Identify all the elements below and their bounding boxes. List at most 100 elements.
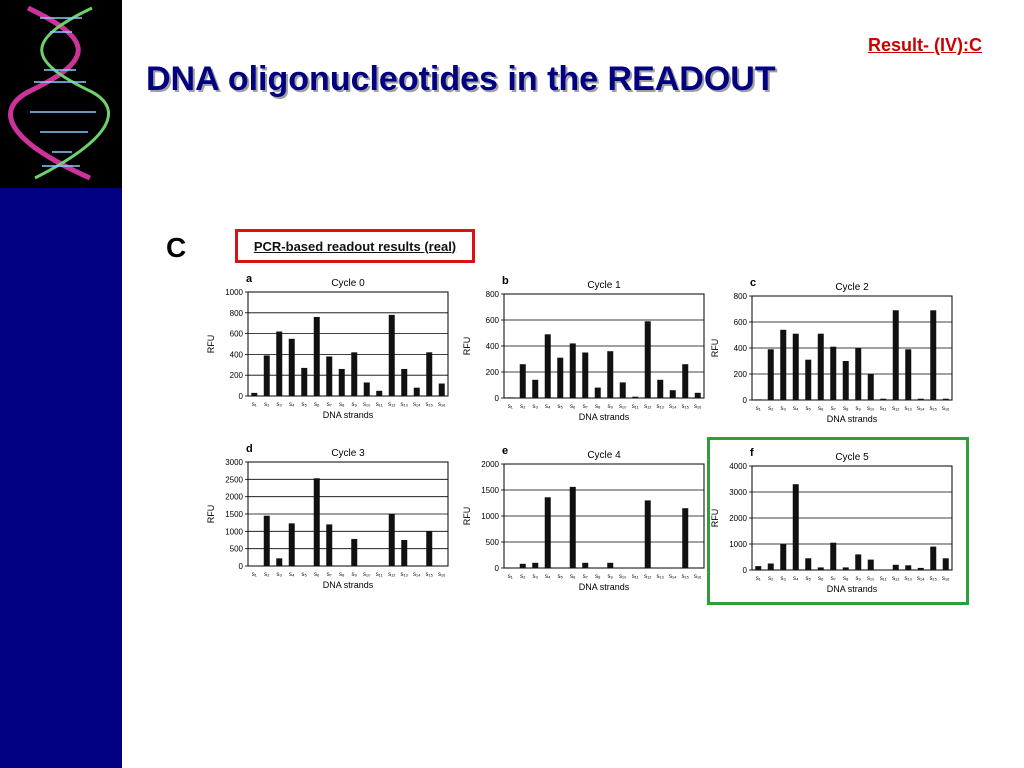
bar	[413, 387, 420, 396]
x-tick-label: s₅	[558, 574, 564, 580]
x-tick-label: s₆	[314, 402, 320, 408]
x-tick-label: s₃	[781, 406, 787, 412]
bar	[569, 486, 576, 568]
bar	[930, 546, 937, 570]
bar	[569, 343, 576, 398]
bar	[326, 524, 333, 566]
panel-letter: C	[166, 232, 187, 263]
chart-f: f Cycle 5 0 1000 2000 3000 4000 s₁ s₂ s₃ s₄ s₅ s₆ s₇ s…	[710, 447, 953, 594]
bar	[426, 352, 433, 396]
x-tick-label: s₆	[818, 406, 824, 412]
x-tick-label: s₁₆	[942, 406, 950, 412]
x-axis-label: DNA strands	[323, 580, 374, 590]
y-axis-label: RFU	[206, 335, 216, 354]
x-tick-label: s₁₄	[917, 406, 925, 412]
bar	[594, 567, 601, 568]
bar	[805, 558, 812, 570]
y-axis-label: RFU	[462, 337, 472, 356]
y-axis-label: RFU	[206, 505, 216, 524]
chart-title: Cycle 3	[331, 448, 365, 459]
bar	[438, 383, 445, 396]
x-tick-label: s₁₆	[438, 572, 446, 578]
bar	[426, 531, 433, 566]
x-axis-label: DNA strands	[579, 412, 630, 422]
x-tick-label: s₉	[608, 404, 614, 410]
x-tick-label: s₁₅	[930, 576, 938, 582]
bar	[557, 567, 564, 568]
slide-tag: Result- (IV):C	[868, 35, 982, 55]
panel-label: c	[750, 277, 756, 289]
bar	[644, 500, 651, 568]
x-tick-label: s₁₂	[892, 406, 900, 412]
x-tick-label: s₉	[608, 574, 614, 580]
readout-title-box: PCR-based readout results (real)	[235, 229, 475, 263]
x-tick-label: s₁₃	[657, 574, 665, 580]
bar	[276, 331, 283, 396]
plot-frame	[247, 291, 449, 397]
y-tick-label: 1000	[481, 512, 499, 521]
bar	[867, 374, 874, 400]
plot-frame	[751, 465, 953, 571]
bar	[326, 356, 333, 396]
x-axis-label: DNA strands	[323, 410, 374, 420]
panel-label: b	[502, 275, 509, 287]
x-tick-label: s₂	[264, 572, 270, 578]
x-tick-label: s₁₂	[388, 402, 396, 408]
bar	[351, 352, 358, 396]
bar	[619, 567, 626, 568]
bar	[917, 567, 924, 570]
bar	[767, 563, 774, 570]
bar	[401, 540, 408, 566]
bar	[867, 559, 874, 570]
bar	[905, 565, 912, 570]
y-tick-label: 200	[230, 371, 244, 380]
panel-label: e	[502, 445, 508, 457]
x-tick-label: s₈	[843, 406, 849, 412]
cycle5-highlight-box	[707, 437, 969, 605]
x-tick-label: s₅	[302, 402, 308, 408]
x-tick-label: s₁₄	[413, 572, 421, 578]
panel-label: f	[750, 447, 754, 459]
bar	[532, 379, 539, 398]
chart-title: Cycle 1	[587, 280, 621, 291]
x-tick-label: s₁	[508, 404, 513, 410]
y-tick-label: 800	[486, 290, 500, 299]
plot-frame	[751, 295, 953, 401]
x-tick-label: s₁₂	[644, 574, 652, 580]
x-tick-label: s₁₄	[917, 576, 925, 582]
y-tick-label: 200	[734, 370, 748, 379]
x-tick-label: s₁₀	[363, 402, 371, 408]
y-tick-label: 0	[495, 564, 500, 573]
y-axis-label: RFU	[710, 509, 720, 528]
x-tick-label: s₄	[545, 574, 551, 580]
y-tick-label: 400	[486, 342, 500, 351]
x-axis-label: DNA strands	[827, 584, 878, 594]
plot-frame	[503, 463, 705, 569]
x-axis-label: DNA strands	[579, 582, 630, 592]
bar	[313, 316, 320, 396]
x-tick-label: s₁₂	[388, 572, 396, 578]
bar	[830, 346, 837, 400]
x-tick-label: s₁₀	[867, 406, 875, 412]
x-tick-label: s₁₅	[426, 402, 434, 408]
x-tick-label: s₈	[339, 402, 345, 408]
x-tick-label: s₁₄	[669, 574, 677, 580]
bar	[582, 352, 589, 398]
x-tick-label: s₇	[327, 572, 332, 578]
x-tick-label: s₁₃	[401, 572, 409, 578]
bar	[682, 508, 689, 568]
bar	[301, 367, 308, 396]
bar	[607, 562, 614, 568]
x-tick-label: s₃	[781, 576, 787, 582]
x-tick-label: s₄	[289, 402, 295, 408]
x-tick-label: s₁₀	[363, 572, 371, 578]
bar	[930, 310, 937, 400]
x-tick-label: s₁	[756, 406, 761, 412]
x-tick-label: s₅	[558, 404, 564, 410]
y-tick-label: 500	[486, 538, 500, 547]
x-tick-label: s₉	[352, 572, 358, 578]
chart-b: b Cycle 1 0 200 400 600 800 s₁ s₂ s₃ s₄ s₅ s₆ s₇ s₈ s₉ s…	[462, 275, 705, 422]
x-tick-label: s₁₃	[401, 402, 409, 408]
y-tick-label: 200	[486, 368, 500, 377]
x-tick-label: s₁	[508, 574, 513, 580]
